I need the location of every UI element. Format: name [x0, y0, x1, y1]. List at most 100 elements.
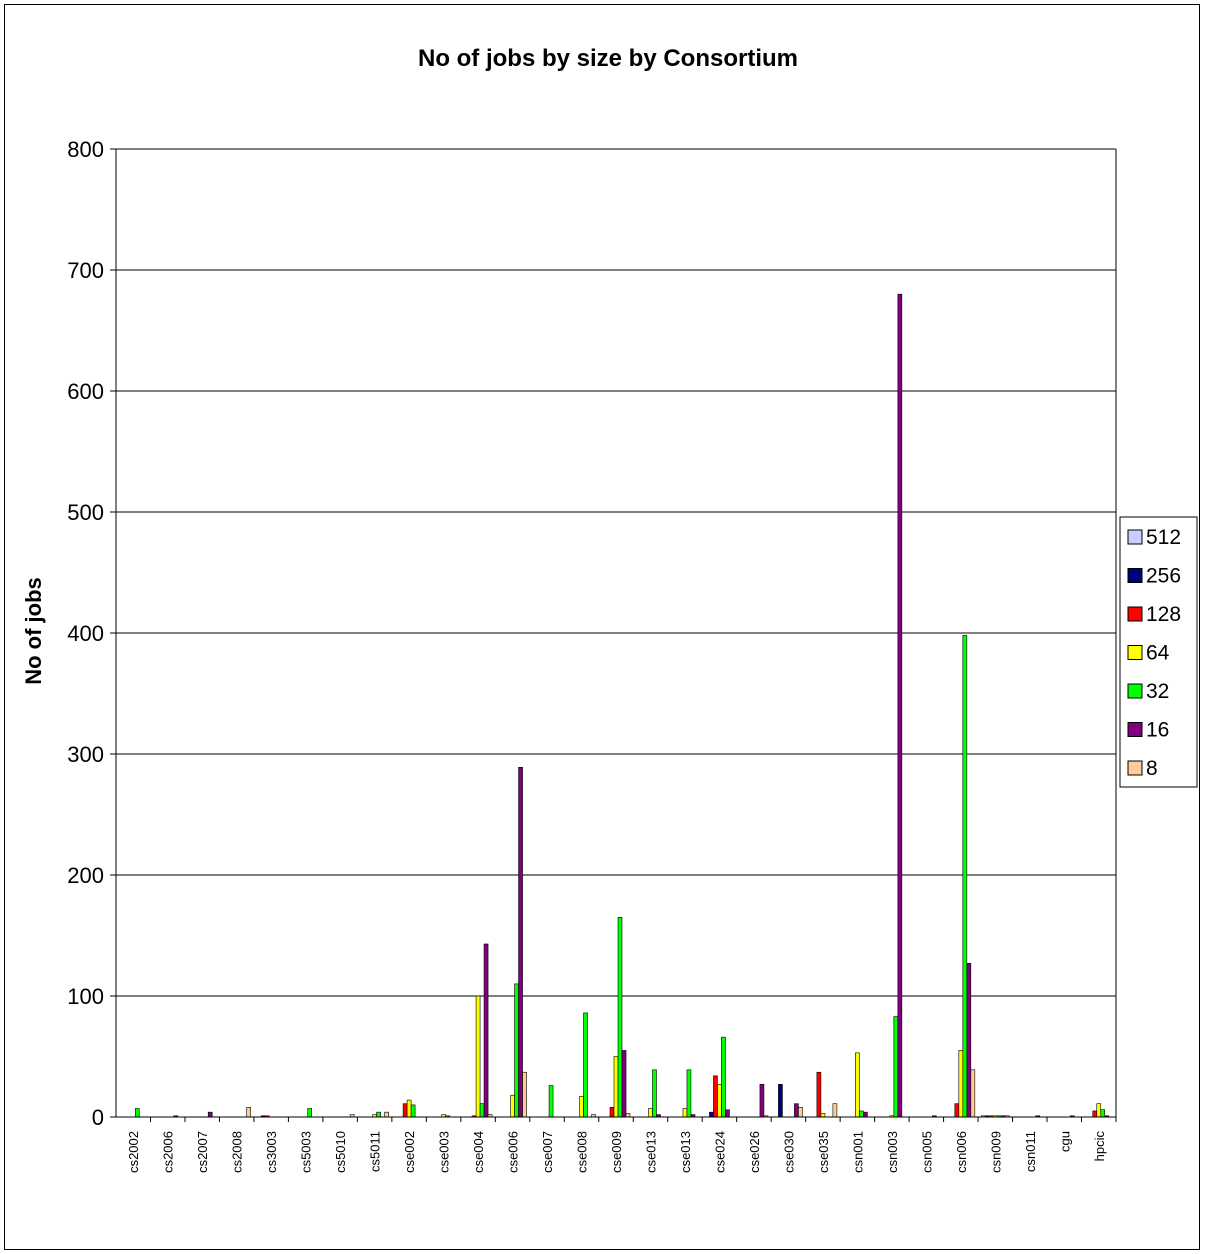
bar — [613, 1056, 619, 1118]
bar — [859, 1110, 864, 1118]
x-tick-label: cgu — [1057, 1131, 1072, 1152]
x-tick-label: csn001 — [850, 1131, 865, 1173]
bar — [479, 1103, 485, 1118]
x-tick-label: csn003 — [885, 1131, 900, 1173]
bar — [759, 1084, 765, 1118]
y-tick-label: 0 — [92, 1105, 104, 1130]
bars — [134, 293, 1110, 1118]
bar — [1092, 1110, 1098, 1118]
x-tick-label: cs2007 — [195, 1131, 210, 1173]
x-tick-label: cse006 — [506, 1131, 521, 1173]
x-tick-label: cs2002 — [126, 1131, 141, 1173]
legend-label: 32 — [1146, 680, 1169, 703]
bar — [583, 1012, 588, 1118]
x-tick-label: csn006 — [954, 1131, 969, 1173]
x-tick-label: cse009 — [609, 1131, 624, 1173]
legend-swatch — [1127, 722, 1143, 737]
bar — [686, 1069, 692, 1118]
legend-label: 512 — [1146, 526, 1181, 549]
bar — [897, 293, 903, 1118]
bar — [648, 1108, 653, 1118]
bar — [617, 917, 623, 1118]
bar — [579, 1096, 584, 1118]
bar — [855, 1052, 860, 1118]
x-tick-label: cse035 — [816, 1131, 831, 1173]
bar — [402, 1103, 408, 1118]
bar — [522, 1071, 527, 1118]
bar — [717, 1084, 722, 1118]
x-tick-label: cse003 — [437, 1131, 452, 1173]
bar — [548, 1085, 554, 1118]
x-tick-label: cs5010 — [333, 1131, 348, 1173]
bar — [832, 1103, 838, 1118]
bar — [510, 1094, 515, 1118]
x-tick-label: cs2008 — [230, 1131, 245, 1173]
legend-label: 256 — [1146, 565, 1181, 588]
legend-swatch — [1127, 645, 1143, 660]
legend-label: 8 — [1146, 757, 1158, 780]
bar — [1096, 1103, 1102, 1118]
x-tick-label: csn009 — [988, 1131, 1003, 1173]
bar — [713, 1075, 718, 1118]
bar — [621, 1050, 627, 1118]
bar — [625, 1113, 631, 1118]
bar — [207, 1111, 213, 1118]
bar — [863, 1111, 868, 1118]
bar — [962, 635, 968, 1118]
x-tick-label: cse002 — [402, 1131, 417, 1173]
x-tick-label: cse004 — [471, 1131, 486, 1173]
x-tick-label: cs5003 — [299, 1131, 314, 1173]
legend-label: 16 — [1146, 719, 1169, 742]
bar — [970, 1069, 976, 1118]
legend-swatch — [1127, 568, 1143, 583]
y-tick-label: 600 — [67, 379, 104, 404]
bar — [410, 1104, 416, 1118]
bar — [893, 1016, 899, 1118]
x-tick-label: cse024 — [712, 1131, 727, 1173]
chart-title: No of jobs by size by Consortium — [418, 45, 798, 72]
bar — [134, 1108, 140, 1118]
bar — [778, 1084, 783, 1118]
y-tick-label: 400 — [67, 621, 104, 646]
gridlines — [110, 148, 1116, 1118]
bar — [709, 1111, 714, 1118]
y-tick-label: 700 — [67, 258, 104, 283]
bar — [384, 1111, 389, 1118]
bar — [376, 1111, 381, 1118]
x-tick-label: csn005 — [919, 1131, 934, 1173]
y-tick-label: 200 — [67, 863, 104, 888]
x-tick-label: cse026 — [747, 1131, 762, 1173]
x-tick-label: cse030 — [781, 1131, 796, 1173]
bar — [483, 943, 489, 1118]
y-tick-label: 100 — [67, 984, 104, 1009]
y-tick-label: 500 — [67, 500, 104, 525]
bar — [518, 767, 523, 1118]
bar — [514, 983, 519, 1118]
bar — [652, 1069, 657, 1118]
x-tick-label: cs3003 — [264, 1131, 279, 1173]
bar — [475, 995, 481, 1118]
axes — [115, 149, 1117, 1122]
bar — [682, 1108, 688, 1118]
legend-swatch — [1127, 606, 1143, 622]
legend: 512 256 128 64 32 16 8 — [1119, 516, 1198, 788]
legend-swatch — [1127, 529, 1143, 545]
x-tick-label: hpcic — [1092, 1131, 1107, 1162]
legend-swatch — [1127, 760, 1143, 776]
bar — [1100, 1109, 1106, 1118]
bar — [609, 1107, 615, 1118]
chart-frame — [4, 4, 1200, 1250]
bar — [794, 1103, 799, 1118]
bar — [246, 1107, 251, 1118]
bar — [966, 963, 972, 1118]
legend-label: 64 — [1146, 642, 1170, 665]
bar — [816, 1071, 822, 1118]
bar — [406, 1099, 412, 1118]
x-tick-labels: cs2002 cs2006 cs2007 cs2008 cs3003 cs5003 cs50… — [126, 1131, 1107, 1173]
bar — [954, 1103, 960, 1118]
x-tick-label: cs5011 — [368, 1131, 383, 1172]
bar — [725, 1109, 730, 1118]
bar — [721, 1036, 726, 1118]
x-tick-label: csn011 — [1023, 1131, 1038, 1172]
